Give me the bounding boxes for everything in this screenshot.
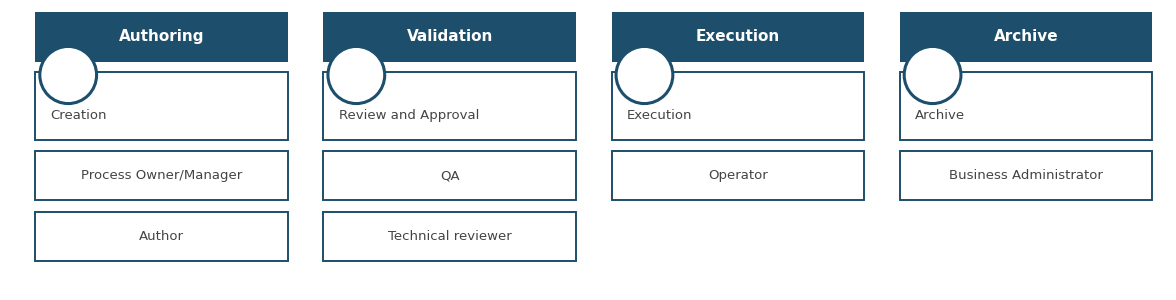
FancyBboxPatch shape [35, 151, 288, 200]
Ellipse shape [328, 46, 385, 104]
FancyBboxPatch shape [900, 72, 1152, 140]
FancyBboxPatch shape [612, 151, 864, 200]
Text: Author: Author [139, 230, 185, 243]
Text: Creation: Creation [51, 110, 107, 122]
FancyBboxPatch shape [323, 12, 576, 61]
Ellipse shape [904, 46, 961, 104]
FancyBboxPatch shape [35, 212, 288, 261]
Text: Business Administrator: Business Administrator [949, 169, 1103, 182]
Text: Execution: Execution [696, 29, 780, 44]
Text: Archive: Archive [915, 110, 965, 122]
FancyBboxPatch shape [323, 72, 576, 140]
Text: Validation: Validation [407, 29, 493, 44]
Text: Execution: Execution [627, 110, 693, 122]
Text: Archive: Archive [994, 29, 1058, 44]
FancyBboxPatch shape [35, 12, 288, 61]
Text: Operator: Operator [708, 169, 768, 182]
Ellipse shape [616, 46, 673, 104]
Text: QA: QA [440, 169, 460, 182]
Text: Review and Approval: Review and Approval [339, 110, 479, 122]
FancyBboxPatch shape [35, 72, 288, 140]
FancyBboxPatch shape [900, 151, 1152, 200]
Ellipse shape [40, 46, 96, 104]
FancyBboxPatch shape [323, 212, 576, 261]
FancyBboxPatch shape [323, 151, 576, 200]
FancyBboxPatch shape [900, 12, 1152, 61]
FancyBboxPatch shape [612, 72, 864, 140]
Text: Authoring: Authoring [119, 29, 205, 44]
Text: Technical reviewer: Technical reviewer [388, 230, 512, 243]
FancyBboxPatch shape [612, 12, 864, 61]
Text: Process Owner/Manager: Process Owner/Manager [81, 169, 242, 182]
